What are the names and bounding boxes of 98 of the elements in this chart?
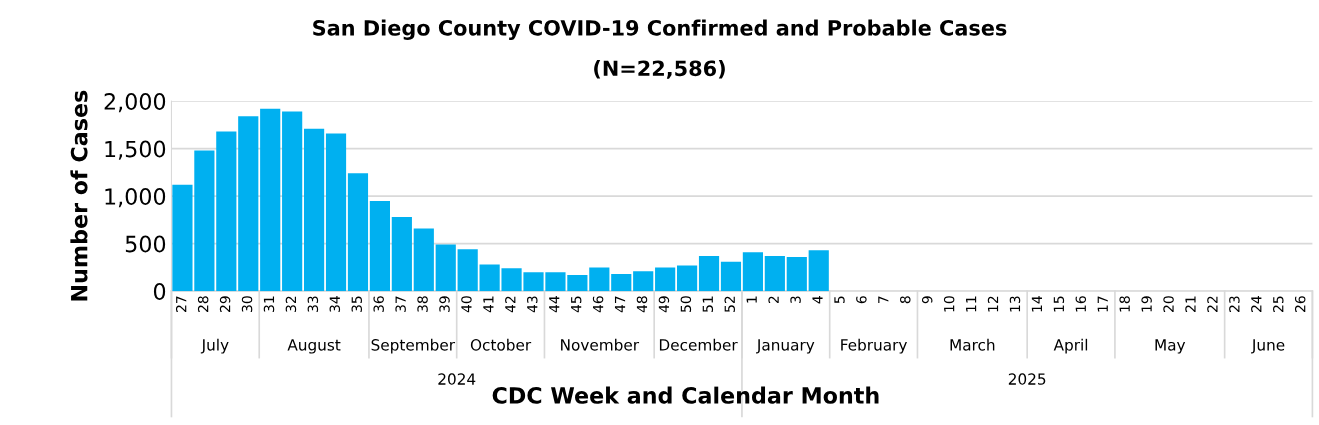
chart-title: San Diego County COVID-19 Confirmed and Probable Cases bbox=[313, 19, 1007, 40]
x-tick-label: 24 bbox=[1251, 296, 1262, 312]
x-tick-label: 40 bbox=[461, 296, 472, 313]
bar bbox=[216, 131, 237, 292]
x-tick-label: 30 bbox=[241, 296, 253, 312]
text: July bbox=[200, 338, 229, 354]
x-tick-label: 7 bbox=[878, 296, 889, 303]
x-tick-label: 49 bbox=[658, 296, 670, 313]
x-tick-label: 46 bbox=[592, 296, 604, 313]
y-tick-label: 500 bbox=[125, 235, 166, 253]
x-tick-label: 35 bbox=[351, 296, 362, 312]
x-tick-label: 20 bbox=[1163, 296, 1174, 312]
x-tick-label: 4 bbox=[812, 296, 823, 304]
x-tick-label: 32 bbox=[285, 296, 297, 312]
x-tick-label: 13 bbox=[1009, 296, 1021, 312]
y-axis-title: Number of Cases bbox=[70, 90, 88, 301]
x-tick-label: 21 bbox=[1185, 296, 1196, 312]
x-tick-label: 26 bbox=[1294, 296, 1306, 312]
bar bbox=[808, 250, 829, 292]
x-tick-label: 12 bbox=[987, 296, 999, 312]
x-tick-label: 11 bbox=[966, 296, 977, 312]
x-tick-label: 25 bbox=[1273, 296, 1284, 312]
text: January bbox=[756, 339, 815, 354]
text: November bbox=[561, 338, 640, 351]
x-tick-label: 44 bbox=[549, 296, 560, 313]
bar bbox=[764, 255, 785, 292]
x-tick-label: 29 bbox=[219, 296, 231, 312]
x-tick-label: 23 bbox=[1229, 296, 1240, 312]
bar bbox=[282, 111, 303, 292]
bar bbox=[391, 217, 412, 292]
x-tick-label: 27 bbox=[175, 296, 187, 312]
bar bbox=[303, 128, 325, 292]
x-tick-label: 31 bbox=[263, 296, 275, 312]
x-tick-label: 19 bbox=[1141, 296, 1152, 312]
x-tick-label: 2 bbox=[768, 296, 779, 304]
x-tick-label: 33 bbox=[307, 296, 319, 312]
x-tick-label: 14 bbox=[1031, 296, 1042, 312]
bar bbox=[786, 256, 807, 292]
x-tick-label: 17 bbox=[1097, 296, 1108, 312]
bar bbox=[435, 244, 456, 292]
x-tick-label: 52 bbox=[724, 296, 735, 312]
bar bbox=[589, 267, 610, 292]
bar bbox=[413, 228, 434, 292]
text: June bbox=[1251, 339, 1285, 354]
text: March bbox=[950, 338, 995, 351]
x-tick-label: 9 bbox=[921, 296, 933, 304]
chart-subtitle: (N=22,586) bbox=[594, 60, 725, 79]
text: April bbox=[1053, 338, 1088, 354]
x-tick-label: 8 bbox=[900, 296, 911, 304]
text: May bbox=[1155, 339, 1186, 354]
x-tick-label: 16 bbox=[1075, 296, 1087, 312]
text: February bbox=[841, 338, 907, 354]
bar bbox=[611, 274, 632, 292]
x-tick-label: 1 bbox=[746, 296, 757, 303]
text: December bbox=[659, 338, 738, 351]
bar bbox=[457, 249, 478, 292]
x-tick-label: 28 bbox=[197, 296, 209, 312]
text: 2024 bbox=[438, 373, 476, 385]
x-tick-label: 43 bbox=[527, 296, 538, 313]
x-tick-label: 41 bbox=[483, 296, 494, 313]
bar bbox=[742, 252, 763, 292]
bar bbox=[325, 133, 347, 292]
x-tick-label: 34 bbox=[329, 296, 341, 312]
bar bbox=[369, 200, 390, 292]
bar bbox=[676, 265, 698, 292]
y-tick-label: 1,500 bbox=[105, 140, 166, 160]
x-tick-label: 50 bbox=[680, 296, 692, 312]
x-tick-label: 15 bbox=[1053, 296, 1065, 312]
bar bbox=[720, 261, 742, 292]
bar bbox=[633, 271, 654, 292]
x-tick-label: 36 bbox=[373, 296, 384, 312]
y-tick-label: 1,000 bbox=[105, 188, 166, 208]
x-tick-label: 18 bbox=[1119, 296, 1130, 312]
x-tick-label: 6 bbox=[856, 296, 867, 304]
text: August bbox=[287, 339, 341, 354]
bar bbox=[698, 255, 720, 292]
x-tick-label: 38 bbox=[417, 296, 428, 312]
x-tick-label: 42 bbox=[505, 296, 516, 313]
text: 2025 bbox=[1008, 373, 1046, 385]
bar bbox=[655, 267, 676, 292]
y-tick-label: 2,000 bbox=[104, 93, 166, 113]
text: October bbox=[470, 338, 532, 351]
x-tick-label: 3 bbox=[790, 296, 801, 304]
x-axis-title: CDC Week and Calendar Month bbox=[492, 386, 879, 404]
text: September bbox=[371, 338, 456, 354]
x-tick-label: 48 bbox=[636, 296, 648, 313]
bar bbox=[347, 173, 369, 292]
x-tick-label: 22 bbox=[1207, 296, 1218, 312]
x-tick-label: 51 bbox=[702, 296, 714, 312]
x-tick-label: 45 bbox=[571, 296, 582, 313]
x-tick-label: 39 bbox=[439, 296, 450, 312]
x-tick-label: 5 bbox=[834, 296, 845, 304]
y-tick-label: 0 bbox=[153, 283, 166, 300]
x-tick-label: 47 bbox=[614, 296, 626, 313]
x-tick-label: 37 bbox=[395, 296, 406, 312]
x-tick-label: 10 bbox=[943, 296, 955, 312]
bar bbox=[238, 116, 259, 292]
bar bbox=[260, 108, 281, 292]
